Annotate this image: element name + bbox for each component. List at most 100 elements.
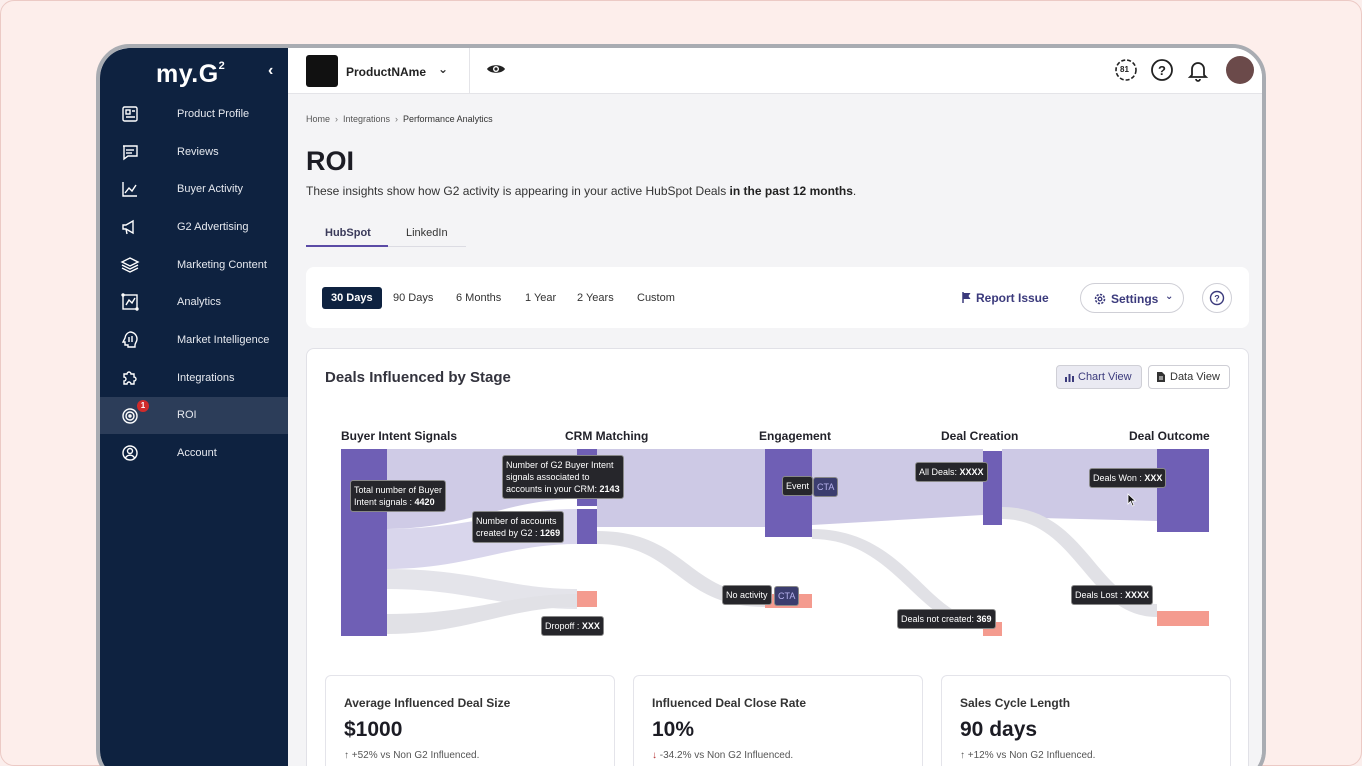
product-selector[interactable]: ProductNAme (346, 65, 427, 79)
range-6-months[interactable]: 6 Months (456, 292, 502, 304)
tooltip-deals-not-created: Deals not created: 369 (897, 609, 996, 629)
chevron-left-icon[interactable]: ‹ (268, 62, 274, 79)
range-1-year[interactable]: 1 Year (525, 292, 557, 304)
range-90-days[interactable]: 90 Days (393, 292, 434, 304)
chart-view-button[interactable]: Chart View (1056, 365, 1142, 389)
deals-influenced-card: Deals Influenced by Stage Chart View Dat… (306, 348, 1249, 766)
tooltip-total-signals: Total number of Buyer Intent signals : 44… (350, 480, 447, 512)
range-2-years[interactable]: 2 Years (577, 292, 614, 304)
settings-button[interactable]: Settings ⌄ (1080, 283, 1184, 313)
range-custom[interactable]: Custom (637, 292, 675, 304)
tab-linkedin[interactable]: LinkedIn (406, 227, 448, 239)
sidebar-item-market-intelligence[interactable]: Market Intelligence (100, 321, 288, 359)
sidebar-item-marketing-content[interactable]: Marketing Content (100, 246, 288, 284)
sidebar-item-label: Market Intelligence (177, 333, 270, 346)
tooltip-deals-won: Deals Won : XXX (1089, 468, 1167, 488)
tooltip-cta: CTA (813, 477, 839, 497)
breadcrumb-integrations[interactable]: Integrations (343, 114, 391, 124)
metric-delta: ↑ +52% vs Non G2 Influenced. (344, 750, 480, 761)
tab-indicator (306, 245, 388, 247)
account-icon (120, 443, 140, 463)
mouse-cursor-icon (1127, 493, 1137, 507)
stage-label-deal-outcome: Deal Outcome (1129, 429, 1210, 443)
app-window: my.G2 ‹ Product Profile Reviews Buyer Ac… (96, 44, 1266, 766)
node-deals-lost (1157, 611, 1209, 626)
svg-text:?: ? (1158, 63, 1166, 78)
tab-hubspot[interactable]: HubSpot (325, 227, 371, 239)
eye-icon[interactable] (486, 62, 506, 81)
avatar[interactable] (1226, 56, 1254, 84)
page-subtitle: These insights show how G2 activity is a… (306, 184, 857, 198)
flow-deal-to-won (1002, 449, 1157, 521)
tooltip-all-deals: All Deals: XXXX (915, 462, 988, 482)
stage-label-engagement: Engagement (759, 429, 832, 443)
arrow-down-icon: ↓ (652, 750, 657, 761)
sidebar-item-buyer-activity[interactable]: Buyer Activity (100, 170, 288, 208)
breadcrumb: Home › Integrations › Performance Analytics (306, 114, 493, 124)
sidebar-item-label: Analytics (177, 296, 222, 309)
sidebar-item-label: ROI (177, 409, 197, 422)
top-bar: ProductNAme ⌄ 81 ? (288, 48, 1262, 94)
metric-delta: ↑ +12% vs Non G2 Influenced. (960, 750, 1096, 761)
sidebar-item-label: Marketing Content (177, 258, 267, 271)
help-button[interactable]: ? (1202, 283, 1232, 313)
tooltip-event: Event (782, 476, 814, 496)
report-issue-button[interactable]: Report Issue (962, 291, 1049, 305)
divider (469, 48, 470, 94)
flag-icon (962, 292, 971, 303)
sidebar-item-reviews[interactable]: Reviews (100, 133, 288, 171)
node-deals-won (1157, 449, 1209, 532)
metric-value: 90 days (960, 718, 1038, 741)
tooltip-dropoff: Dropoff : XXX (541, 616, 604, 636)
svg-text:?: ? (1214, 294, 1220, 304)
analytics-icon (120, 292, 140, 312)
help-icon[interactable]: ? (1150, 58, 1176, 84)
metric-value: 10% (652, 718, 695, 741)
page-title: ROI (306, 146, 355, 176)
reviews-icon (120, 142, 140, 162)
sidebar-item-label: Product Profile (177, 107, 250, 120)
flow-dropoff (387, 594, 577, 634)
metric-label: Influenced Deal Close Rate (652, 696, 807, 710)
sidebar: my.G2 ‹ Product Profile Reviews Buyer Ac… (100, 48, 288, 766)
layers-icon (120, 255, 140, 275)
gear-icon (1094, 293, 1106, 305)
sidebar-item-g2-advertising[interactable]: G2 Advertising (100, 208, 288, 246)
bell-icon[interactable] (1186, 58, 1212, 84)
breadcrumb-home[interactable]: Home (306, 114, 331, 124)
data-view-button[interactable]: Data View (1148, 365, 1230, 389)
arrow-up-icon: ↑ (344, 750, 349, 761)
sidebar-item-integrations[interactable]: Integrations (100, 359, 288, 397)
app-logo[interactable]: my.G2 (156, 59, 226, 88)
target-icon (120, 406, 140, 426)
sidebar-nav: Product Profile Reviews Buyer Activity G… (100, 95, 288, 472)
sidebar-item-roi[interactable]: 1 ROI (100, 396, 288, 435)
tooltip-no-activity: No activity (722, 585, 772, 605)
flow-crm-to-engagement (597, 449, 765, 527)
chevron-down-icon[interactable]: ⌄ (438, 62, 449, 76)
arrow-up-icon: ↑ (960, 750, 965, 761)
filter-bar: 30 Days 90 Days 6 Months 1 Year 2 Years … (306, 267, 1249, 328)
range-30-days[interactable]: 30 Days (322, 287, 382, 309)
card-title: Deals Influenced by Stage (325, 369, 511, 386)
node-accounts-created (577, 509, 597, 544)
metric-value: $1000 (344, 718, 403, 741)
sidebar-item-analytics[interactable]: Analytics (100, 283, 288, 321)
node-buyer-intent (341, 449, 387, 636)
market-intelligence-icon (120, 330, 140, 350)
chevron-down-icon: ⌄ (1165, 291, 1174, 302)
metric-close-rate: Influenced Deal Close Rate 10% ↓ -34.2% … (633, 675, 923, 766)
stage-label-buyer-intent: Buyer Intent Signals (341, 429, 458, 443)
sidebar-item-account[interactable]: Account (100, 434, 288, 472)
notification-count-icon[interactable]: 81 (1114, 58, 1140, 84)
stage-label-crm-matching: CRM Matching (565, 429, 649, 443)
sidebar-item-product-profile[interactable]: Product Profile (100, 95, 288, 133)
sidebar-item-label: Buyer Activity (177, 183, 244, 196)
tabs: HubSpot LinkedIn (306, 221, 466, 247)
flow-engagement-to-notcreated (812, 529, 983, 629)
node-dropoff (577, 591, 597, 607)
product-logo (306, 55, 338, 87)
tooltip-deals-lost: Deals Lost : XXXX (1071, 585, 1154, 605)
breadcrumb-current: Performance Analytics (403, 114, 493, 124)
tooltip-accounts-created: Number of accounts created by G2 : 1269 (472, 511, 565, 543)
